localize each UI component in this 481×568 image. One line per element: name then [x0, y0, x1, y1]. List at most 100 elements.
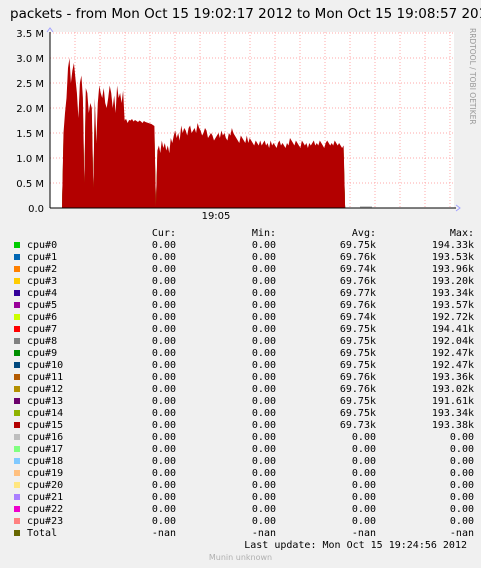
col-max: Max: [449, 228, 474, 239]
y-tick-labels: 0.0 0.5 M 1.0 M 1.5 M 2.0 M 2.5 M 3.0 M 3.5 M [16, 29, 44, 215]
legend-swatch [14, 410, 20, 416]
legend-row: cpu#2 0.00 0.00 69.74k 193.96k [14, 264, 474, 276]
stacked-areas [62, 58, 372, 209]
series-name: cpu#23 [27, 516, 64, 527]
legend-header: Cur: Min: Avg: Max: [14, 228, 474, 240]
series-max: 193.36k [431, 372, 474, 383]
series-name: cpu#1 [27, 252, 58, 263]
series-max: 193.38k [431, 420, 474, 431]
legend-row: cpu#9 0.00 0.00 69.75k 192.47k [14, 348, 474, 360]
legend-row: cpu#11 0.00 0.00 69.76k 193.36k [14, 372, 474, 384]
y-tick-label: 3.0 M [16, 54, 44, 65]
series-name: cpu#22 [27, 504, 64, 515]
series-max: 0.00 [449, 468, 474, 479]
series-avg: 69.76k [339, 276, 376, 287]
legend-swatch [14, 290, 20, 296]
series-name: cpu#8 [27, 336, 58, 347]
munin-brand: Munin unknown [208, 553, 273, 562]
series-name: cpu#14 [27, 408, 64, 419]
legend-row: cpu#13 0.00 0.00 69.75k 191.61k [14, 396, 474, 408]
series-cur: 0.00 [151, 288, 176, 299]
legend-swatch [14, 326, 20, 332]
legend-row: Total -nan -nan -nan -nan [14, 528, 474, 540]
series-cur: 0.00 [151, 372, 176, 383]
series-name: cpu#11 [27, 372, 64, 383]
series-avg: 0.00 [351, 432, 376, 443]
legend-swatch [14, 470, 20, 476]
series-avg: 69.74k [339, 264, 376, 275]
series-cur: 0.00 [151, 468, 176, 479]
series-min: 0.00 [251, 444, 276, 455]
series-avg: 0.00 [351, 516, 376, 527]
series-max: 192.72k [431, 312, 474, 323]
series-avg: -nan [351, 528, 376, 539]
series-max: 0.00 [449, 516, 474, 527]
area-cpu-15 [62, 58, 347, 208]
series-name: Total [27, 528, 58, 539]
series-avg: 69.75k [339, 324, 376, 335]
legend-row: cpu#3 0.00 0.00 69.76k 193.20k [14, 276, 474, 288]
series-cur: 0.00 [151, 324, 176, 335]
series-cur: 0.00 [151, 504, 176, 515]
series-name: cpu#3 [27, 276, 58, 287]
series-min: 0.00 [251, 480, 276, 491]
series-min: 0.00 [251, 456, 276, 467]
y-tick-label: 2.0 M [16, 104, 44, 115]
legend-row: cpu#5 0.00 0.00 69.76k 193.57k [14, 300, 474, 312]
legend-swatch [14, 386, 20, 392]
series-cur: 0.00 [151, 240, 176, 251]
series-min: 0.00 [251, 372, 276, 383]
series-cur: 0.00 [151, 408, 176, 419]
series-max: 193.34k [431, 288, 474, 299]
series-min: 0.00 [251, 432, 276, 443]
legend-swatch [14, 362, 20, 368]
legend-swatch [14, 314, 20, 320]
series-name: cpu#0 [27, 240, 58, 251]
series-max: 192.47k [431, 348, 474, 359]
series-avg: 0.00 [351, 444, 376, 455]
series-min: 0.00 [251, 396, 276, 407]
grid [49, 32, 454, 208]
series-min: 0.00 [251, 504, 276, 515]
series-cur: 0.00 [151, 396, 176, 407]
series-max: 192.47k [431, 360, 474, 371]
series-avg: 69.74k [339, 312, 376, 323]
series-name: cpu#17 [27, 444, 64, 455]
last-update: Last update: Mon Oct 15 19:24:56 2012 [244, 540, 467, 551]
series-min: 0.00 [251, 408, 276, 419]
series-cur: 0.00 [151, 492, 176, 503]
legend-swatch [14, 374, 20, 380]
series-max: 194.33k [431, 240, 474, 251]
legend-swatch [14, 506, 20, 512]
y-tick-label: 0.5 M [16, 179, 44, 190]
series-name: cpu#12 [27, 384, 64, 395]
y-tick-label: 2.5 M [16, 79, 44, 90]
y-tick-label: 0.0 [28, 204, 44, 215]
series-min: 0.00 [251, 492, 276, 503]
series-avg: 0.00 [351, 456, 376, 467]
series-name: cpu#7 [27, 324, 58, 335]
series-name: cpu#6 [27, 312, 58, 323]
series-max: 0.00 [449, 432, 474, 443]
y-tick-label: 1.5 M [16, 129, 44, 140]
series-avg: 69.75k [339, 336, 376, 347]
series-name: cpu#18 [27, 456, 64, 467]
series-cur: 0.00 [151, 252, 176, 263]
y-tick-label: 3.5 M [16, 29, 44, 40]
series-max: 0.00 [449, 480, 474, 491]
series-name: cpu#4 [27, 288, 58, 299]
series-avg: 69.75k [339, 240, 376, 251]
series-cur: 0.00 [151, 480, 176, 491]
series-min: 0.00 [251, 384, 276, 395]
series-min: 0.00 [251, 276, 276, 287]
series-avg: 69.75k [339, 396, 376, 407]
x-axis-arrow-icon [455, 204, 461, 212]
series-max: 193.34k [431, 408, 474, 419]
series-min: 0.00 [251, 240, 276, 251]
series-max: 0.00 [449, 492, 474, 503]
series-max: 193.57k [431, 300, 474, 311]
y-tick-label: 1.0 M [16, 154, 44, 165]
legend-row: cpu#14 0.00 0.00 69.75k 193.34k [14, 408, 474, 420]
legend-swatch [14, 494, 20, 500]
